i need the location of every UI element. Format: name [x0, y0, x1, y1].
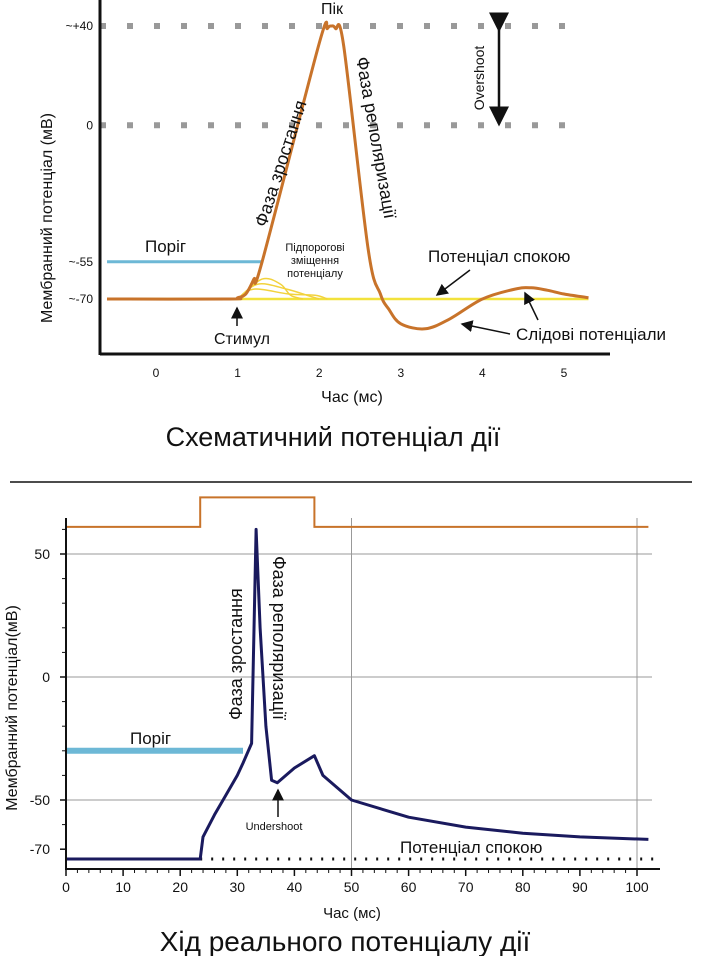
peak-label: Пік: [321, 1, 344, 18]
y-tick-label: ~+40: [66, 19, 94, 33]
chart-title: Хід реального потенціалу дії: [160, 926, 531, 956]
x-tick-label: 70: [458, 879, 474, 895]
rising-phase-label: Фаза зростання: [226, 588, 246, 720]
stimulus-trace: [66, 496, 649, 528]
chart-title: Схематичний потенціал дії: [166, 422, 501, 452]
x-tick-label: 90: [572, 879, 588, 895]
x-tick-label: 5: [561, 366, 568, 380]
afterpotentials-label: Слідові потенціали: [516, 325, 666, 344]
resting-potential-label: Потенціал спокою: [400, 838, 543, 857]
x-tick-label: 2: [316, 366, 323, 380]
threshold-label: Поріг: [145, 237, 186, 256]
y-axis-label: Мембранний потенціал(мВ): [4, 605, 21, 811]
threshold-label: Поріг: [130, 729, 171, 748]
subthreshold-label: потенціалу: [287, 268, 343, 280]
x-tick-label: 0: [153, 366, 160, 380]
y-tick-label: ~-70: [69, 292, 94, 306]
x-tick-label: 50: [344, 879, 360, 895]
x-tick-label: 60: [401, 879, 417, 895]
action-potential-trace: [66, 527, 649, 861]
x-axis-label: Час (мс): [321, 389, 383, 406]
schematic-chart: 0 1 2 3 4 5 ~+40 0 ~-55 ~-70 Час (мс) Мембранний по…: [39, 0, 666, 452]
x-tick-label: 40: [287, 879, 303, 895]
x-tick-label: 1: [234, 366, 241, 380]
x-tick-label: 3: [397, 366, 404, 380]
x-tick-label: 4: [479, 366, 486, 380]
afterpotential-arrow-1: [460, 320, 511, 335]
real-chart: 0 10 20 30 40 50 60 70 80 90 100 50 0 -50 -70 Час (мс) М…: [4, 496, 660, 956]
subthreshold-label: зміщення: [291, 255, 339, 267]
stimulus-label: Стимул: [214, 331, 270, 348]
x-tick-label: 80: [515, 879, 531, 895]
x-tick-label: 30: [230, 879, 246, 895]
undershoot-label: Undershoot: [246, 821, 303, 833]
x-tick-label: 0: [62, 879, 70, 895]
rising-phase-label: Фаза зростання: [251, 98, 311, 229]
y-tick-label: 0: [86, 118, 93, 132]
x-axis-label: Час (мс): [323, 905, 381, 922]
x-tick-label: 100: [625, 879, 649, 895]
subthreshold-curve-0: [237, 277, 304, 300]
x-tick-label: 20: [172, 879, 188, 895]
resting-arrow: [435, 269, 471, 296]
y-tick-label: ~-55: [69, 255, 94, 269]
afterpotential-arrow-2: [524, 291, 539, 321]
repolarization-phase-label: Фаза реполяризації: [352, 55, 400, 220]
x-tick-label: 10: [115, 879, 131, 895]
repolarization-phase-label: Фаза реполяризації: [269, 556, 289, 720]
resting-potential-label: Потенціал спокою: [428, 247, 571, 266]
y-tick-label: -50: [30, 792, 50, 808]
overshoot-label: Overshoot: [471, 46, 487, 111]
y-axis-label: Мембранний потенціал (мВ): [39, 113, 56, 323]
y-tick-label: 50: [34, 546, 50, 562]
y-tick-label: -70: [30, 841, 50, 857]
action-potential-curve: [106, 20, 589, 331]
subthreshold-label: Підпорогові: [285, 242, 344, 254]
y-tick-label: 0: [42, 669, 50, 685]
